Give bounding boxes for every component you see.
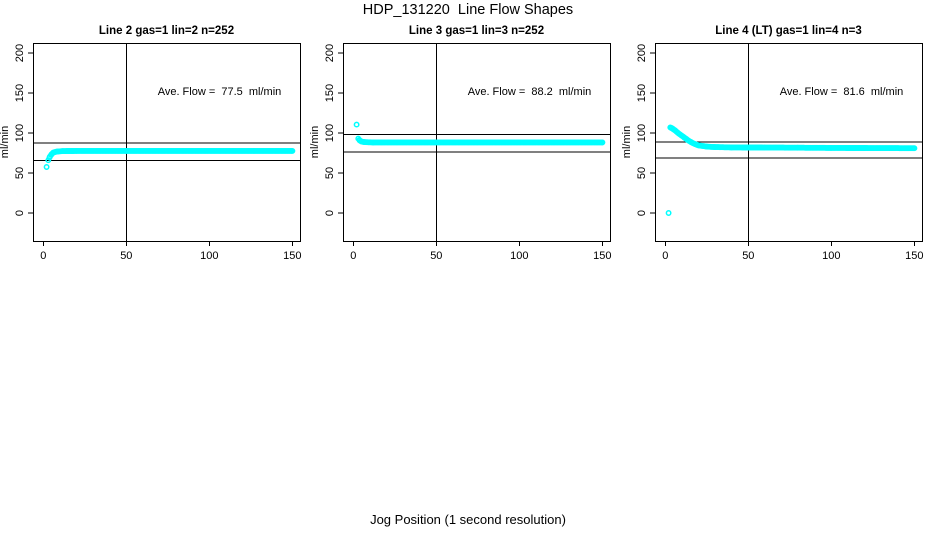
y-tick-label: 0	[636, 210, 648, 216]
data-point	[353, 121, 360, 128]
data-point	[599, 139, 606, 146]
y-tick-label: 0	[324, 210, 336, 216]
panel-line2-ave-flow-annotation: Ave. Flow = 77.5 ml/min	[157, 86, 282, 98]
panel-line3-title: Line 3 gas=1 lin=3 n=252	[408, 25, 545, 37]
y-tick-label: 150	[636, 84, 648, 102]
panel-line4: Line 4 (LT) gas=1 lin=4 n=3 0 50 100 150 200…	[622, 25, 934, 275]
y-tick-label: 50	[324, 167, 336, 179]
y-tick-label: 100	[324, 124, 336, 142]
plot-box	[655, 43, 923, 242]
x-tick-label: 100	[200, 250, 218, 262]
x-tick-label: 50	[430, 250, 442, 262]
panel-line3-plot: 0 50 100 150 200 0 50 100 150 ml/min	[310, 43, 612, 262]
x-tick-label: 150	[283, 250, 301, 262]
panel-line4-title: Line 4 (LT) gas=1 lin=4 n=3	[715, 25, 862, 37]
y-tick-label: 50	[636, 167, 648, 179]
panel-line4-plot: 0 50 100 150 200 0 50 100 150 ml/min	[622, 43, 924, 262]
data-point	[43, 164, 50, 170]
panel-line4-ave-flow-annotation: Ave. Flow = 81.6 ml/min	[779, 86, 904, 98]
panel-line2-title: Line 2 gas=1 lin=2 n=252	[98, 25, 235, 37]
y-tick-label: 0	[14, 210, 26, 216]
main-title: HDP_131220 Line Flow Shapes	[362, 2, 574, 18]
y-tick-label: 150	[14, 84, 26, 102]
x-tick-label: 100	[822, 250, 840, 262]
y-tick-label: 50	[14, 167, 26, 179]
y-tick-label: 200	[14, 44, 26, 62]
x-tick-label: 150	[905, 250, 923, 262]
panel-line3: Line 3 gas=1 lin=3 n=252 0 50 100 150 200 0 50…	[310, 25, 622, 275]
x-tick-label: 0	[662, 250, 668, 262]
x-tick-label: 0	[350, 250, 356, 262]
y-tick-label: 200	[636, 44, 648, 62]
data-point	[665, 210, 672, 216]
data-point	[911, 145, 918, 152]
x-axis-label: Jog Position (1 second resolution)	[370, 512, 566, 527]
y-axis-unit-label: ml/min	[622, 126, 633, 158]
x-tick-label: 100	[510, 250, 528, 262]
x-tick-label: 50	[120, 250, 132, 262]
panel-line2: Line 2 gas=1 lin=2 n=252 0 50 100 150 200 0 50…	[0, 25, 312, 275]
panel-line2-plot: 0 50 100 150 200 0 50 100 150 ml/min	[0, 43, 302, 262]
x-tick-label: 50	[742, 250, 754, 262]
y-tick-label: 150	[324, 84, 336, 102]
panel-line3-ave-flow-annotation: Ave. Flow = 88.2 ml/min	[467, 86, 592, 98]
y-tick-label: 100	[14, 124, 26, 142]
x-tick-label: 150	[593, 250, 611, 262]
data-point	[289, 147, 296, 154]
y-tick-label: 200	[324, 44, 336, 62]
y-axis-unit-label: ml/min	[310, 126, 321, 158]
plot-box	[343, 43, 611, 242]
y-tick-label: 100	[636, 124, 648, 142]
y-axis-unit-label: ml/min	[0, 126, 11, 158]
x-tick-label: 0	[40, 250, 46, 262]
